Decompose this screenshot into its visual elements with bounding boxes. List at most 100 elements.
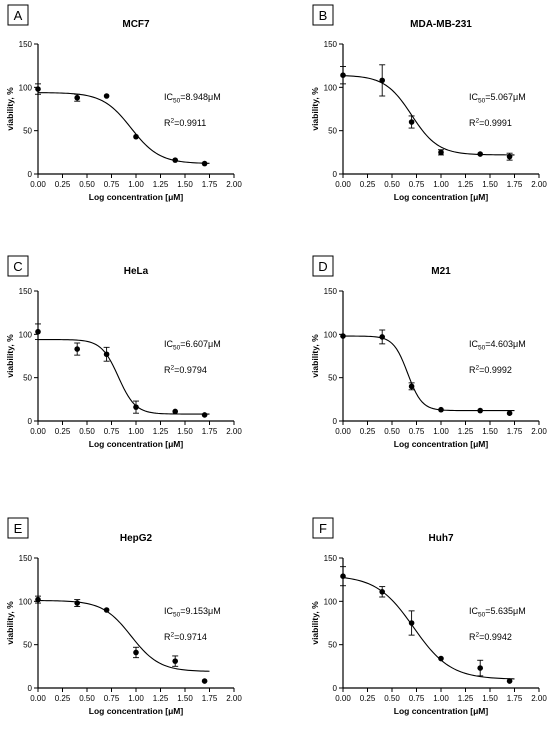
x-tick-label: 1.00: [128, 427, 144, 436]
x-tick-label: 1.75: [507, 427, 523, 436]
data-point: [74, 346, 80, 352]
ic50-prefix: IC: [164, 606, 174, 616]
ic50-subscript: 50: [173, 98, 181, 105]
panel-letter-box: [312, 4, 334, 26]
ic50-annotation: IC50=9.153μM: [164, 606, 221, 619]
fit-curve: [37, 92, 210, 164]
y-axis-label: viability, %: [5, 87, 15, 131]
y-tick-label: 0: [28, 684, 33, 693]
panel-title: M21: [431, 266, 451, 277]
x-tick-label: 1.75: [507, 180, 523, 189]
y-axis-label: viability, %: [5, 334, 15, 378]
x-tick-label: 1.75: [202, 694, 218, 703]
data-point: [35, 328, 41, 335]
x-axis-label: Log concentration [μM]: [89, 192, 184, 202]
r2-annotation: R2=0.9991: [469, 118, 512, 129]
x-tick-label: 0.50: [79, 180, 95, 189]
x-tick-label: 1.50: [482, 180, 498, 189]
x-tick-label: 1.25: [458, 180, 474, 189]
x-tick-label: 1.50: [177, 180, 193, 189]
r2-annotation: R2=0.9911: [164, 118, 206, 129]
panel-f: F Huh7 0 50 100 150 0.00 0.25 0.50 0.75 1.00 1.25 1.…: [310, 517, 547, 716]
fit-curve: [38, 338, 210, 415]
panel-letter-box: [7, 255, 29, 277]
ic50-prefix: IC: [164, 339, 174, 349]
data-point: [506, 153, 513, 160]
y-tick-label: 0: [28, 170, 33, 179]
x-tick-label: 2.00: [531, 180, 547, 189]
panel-letter: D: [318, 259, 327, 274]
panel-letter: A: [14, 8, 23, 23]
panel-letter-box: [7, 4, 29, 26]
x-tick-label: 0.25: [360, 427, 376, 436]
ic50-prefix: IC: [469, 606, 479, 616]
x-tick-label: 0.50: [384, 427, 400, 436]
y-tick-label: 50: [328, 127, 337, 136]
y-tick-label: 100: [324, 597, 338, 606]
y-tick-label: 100: [324, 330, 338, 339]
data-point: [133, 404, 139, 410]
fit-curve: [342, 75, 515, 156]
x-tick-label: 0.25: [55, 180, 71, 189]
data-point: [133, 133, 139, 140]
panel-c: C HeLa 0 50 100 150 0.00 0.25 0.50 0.75 1.00 1.25 1.…: [5, 255, 242, 449]
x-tick-label: 0.50: [384, 694, 400, 703]
x-tick-label: 2.00: [226, 694, 242, 703]
r2-annotation: R2=0.9992: [469, 365, 512, 376]
y-tick-label: 0: [333, 684, 338, 693]
x-tick-label: 0.75: [104, 180, 120, 189]
panel-title: HeLa: [124, 266, 149, 277]
x-tick-label: 0.50: [79, 694, 95, 703]
panel-letter-box: [312, 255, 334, 277]
y-axis-label: viability, %: [5, 601, 15, 645]
y-tick-label: 150: [19, 287, 33, 296]
y-tick-label: 50: [23, 127, 32, 136]
x-tick-label: 1.00: [128, 694, 144, 703]
data-point: [340, 72, 346, 78]
r2-annotation: R2=0.9794: [164, 365, 207, 376]
panel-title: MCF7: [122, 19, 150, 30]
x-tick-label: 2.00: [226, 180, 242, 189]
x-tick-label: 1.25: [153, 180, 169, 189]
r2-superscript: 2: [476, 632, 480, 639]
r2-prefix: R: [469, 118, 476, 128]
data-point: [506, 410, 513, 417]
panel-a: A MCF7 0 50 100 150 0.00 0.25 0.50 0.75 1.00 1.25 1.…: [5, 4, 242, 202]
data-point: [408, 620, 415, 626]
y-tick-label: 50: [328, 374, 337, 383]
panel-title: MDA-MB-231: [410, 19, 472, 30]
ic50-annotation: IC50=4.603μM: [469, 339, 526, 352]
y-tick-label: 0: [333, 170, 338, 179]
x-tick-label: 1.00: [128, 180, 144, 189]
y-tick-label: 150: [19, 554, 33, 563]
r2-value: =0.9991: [479, 118, 512, 128]
data-point: [35, 596, 41, 603]
ic50-value: =4.603μM: [485, 339, 525, 349]
ic50-subscript: 50: [478, 612, 486, 619]
x-tick-label: 0.00: [30, 427, 46, 436]
r2-superscript: 2: [476, 118, 480, 125]
data-point: [172, 157, 178, 163]
data-point: [477, 665, 484, 671]
ic50-subscript: 50: [173, 345, 181, 352]
x-tick-label: 0.25: [55, 427, 71, 436]
panel-title: HepG2: [120, 533, 153, 544]
r2-prefix: R: [469, 365, 476, 375]
x-tick-label: 1.50: [482, 427, 498, 436]
x-tick-label: 1.75: [202, 180, 218, 189]
x-tick-label: 0.75: [104, 427, 120, 436]
x-tick-label: 0.75: [409, 427, 425, 436]
r2-superscript: 2: [476, 365, 480, 372]
x-tick-label: 1.75: [507, 694, 523, 703]
r2-value: =0.9911: [174, 118, 206, 128]
data-point: [340, 573, 346, 579]
panel-letter: C: [13, 259, 22, 274]
ic50-subscript: 50: [478, 98, 486, 105]
x-tick-label: 0.50: [384, 180, 400, 189]
r2-annotation: R2=0.9714: [164, 632, 207, 643]
y-tick-label: 100: [324, 83, 338, 92]
data-point: [172, 408, 178, 415]
x-tick-label: 1.00: [433, 180, 449, 189]
data-point: [340, 333, 346, 339]
